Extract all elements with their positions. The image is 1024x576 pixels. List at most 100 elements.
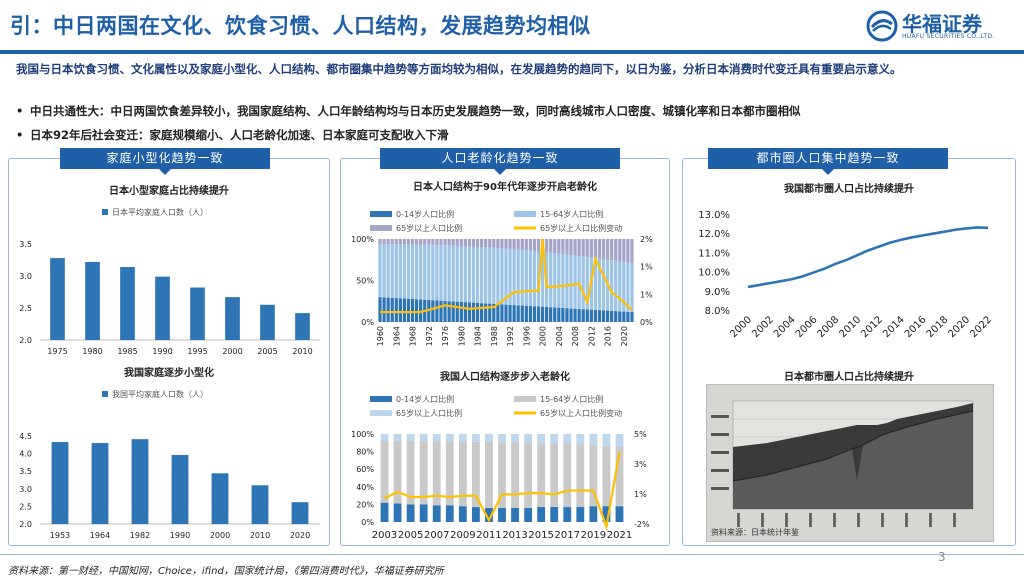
bar-working xyxy=(484,247,488,304)
chart-japan-aging: 日本人口结构于90年代年逐步开启老龄化 0-14岁人口比例 15-64岁人口比例 65… xyxy=(342,176,668,362)
chart-title: 我国人口结构逐步步入老龄化 xyxy=(440,370,570,383)
bar-elderly xyxy=(528,239,533,251)
bar-elderly xyxy=(394,239,398,245)
bar-elderly xyxy=(479,239,484,248)
bar-working xyxy=(565,254,569,309)
x-tick-label: 2015 xyxy=(528,530,553,541)
bar-elderly xyxy=(508,239,512,250)
bar-young xyxy=(504,304,508,322)
x-tick-label: 1995 xyxy=(187,347,207,356)
bar-working xyxy=(498,442,506,508)
bar-young xyxy=(577,308,581,322)
bar-elderly xyxy=(435,239,439,245)
bar-young xyxy=(597,310,602,322)
legend-swatch xyxy=(514,211,536,217)
bar-elderly xyxy=(382,239,386,244)
legend-swatch xyxy=(370,396,392,402)
bar-working xyxy=(601,259,606,311)
bar-working xyxy=(419,440,428,505)
bar-working xyxy=(508,249,512,305)
bar-working xyxy=(581,256,585,310)
bar-young xyxy=(393,503,402,522)
bar-young xyxy=(479,303,484,322)
bar-young xyxy=(540,306,545,322)
bar-working xyxy=(597,258,602,311)
bar xyxy=(295,313,310,340)
bar-young xyxy=(447,301,451,322)
bar-elderly xyxy=(618,239,622,262)
bar-young xyxy=(410,299,415,322)
y-tick-label: 50% xyxy=(356,277,374,286)
x-tick-label: 2004 xyxy=(772,314,798,340)
bar-working xyxy=(475,246,480,303)
bar-working xyxy=(537,443,546,508)
bar-young xyxy=(563,507,572,522)
line-elderly-change xyxy=(384,451,621,531)
bar-working xyxy=(577,255,581,309)
company-logo: 华福证券 HUAFU SECURITIES CO.,LTD. xyxy=(866,8,1016,44)
bar-young xyxy=(576,507,585,522)
x-tick-label: 2016 xyxy=(604,326,613,346)
bar-young xyxy=(614,311,618,322)
bar-elderly xyxy=(447,239,451,246)
bar-young xyxy=(630,312,634,322)
bar-elderly xyxy=(386,239,390,244)
bar-elderly xyxy=(589,239,593,258)
bar-working xyxy=(585,256,589,310)
bar-elderly xyxy=(610,239,614,261)
y-tick-label: 2.0 xyxy=(19,520,32,529)
page-number: 3 xyxy=(938,550,946,564)
bar-working xyxy=(459,245,463,302)
bar-working xyxy=(615,446,624,507)
panel-aging-title: 人口老龄化趋势一致 xyxy=(380,148,620,175)
bar-working xyxy=(406,440,415,505)
bar-working xyxy=(553,253,557,308)
bar xyxy=(171,455,189,524)
bar-elderly xyxy=(630,239,634,264)
bar-elderly xyxy=(439,239,443,246)
bar-young xyxy=(581,309,585,322)
bar-elderly xyxy=(576,434,585,445)
bar-young xyxy=(488,303,492,322)
y2-tick-label: 1% xyxy=(640,290,653,299)
y-tick-label: 11.0% xyxy=(698,248,730,259)
bar-young xyxy=(536,306,541,322)
bar xyxy=(155,276,170,340)
x-tick-label: 2000 xyxy=(539,326,548,346)
bar-young xyxy=(378,297,382,322)
bar xyxy=(50,258,65,340)
bar-young xyxy=(445,505,454,522)
bar-working xyxy=(569,254,573,309)
bar xyxy=(291,502,309,524)
bar-working xyxy=(390,244,394,298)
y-tick-label: 80% xyxy=(356,448,374,457)
bar-elderly xyxy=(471,434,480,442)
bar-young xyxy=(524,507,533,522)
bar-elderly xyxy=(536,239,541,252)
x-tick-label: 1964 xyxy=(90,531,110,540)
footer-divider xyxy=(0,554,1024,555)
japan-metro-photo: 资料来源：日本统计年鉴 xyxy=(706,384,994,542)
bar-working xyxy=(394,244,398,299)
bar-elderly xyxy=(563,434,572,445)
bar-young xyxy=(435,300,439,322)
x-tick-label: 1990 xyxy=(170,531,190,540)
bar-young xyxy=(557,307,561,322)
bar-working xyxy=(512,249,516,306)
chart-title: 日本人口结构于90年代年逐步开启老龄化 xyxy=(413,180,597,193)
bar-young xyxy=(463,302,467,322)
bar-young xyxy=(569,308,573,322)
x-tick-label: 2006 xyxy=(794,314,820,340)
bar-young xyxy=(512,305,516,322)
bar-elderly xyxy=(569,239,573,255)
bar-working xyxy=(435,244,439,301)
logo-name: 华福证券 xyxy=(902,12,982,36)
bar-young xyxy=(618,311,622,322)
bar-young xyxy=(427,299,431,322)
bar-working xyxy=(406,244,411,299)
x-tick-label: 2000 xyxy=(728,314,754,340)
legend-label: 65岁以上人口比例 xyxy=(396,223,462,233)
y2-tick-label: 0% xyxy=(640,318,653,327)
bar-young xyxy=(459,301,463,322)
bar-elderly xyxy=(597,239,602,259)
